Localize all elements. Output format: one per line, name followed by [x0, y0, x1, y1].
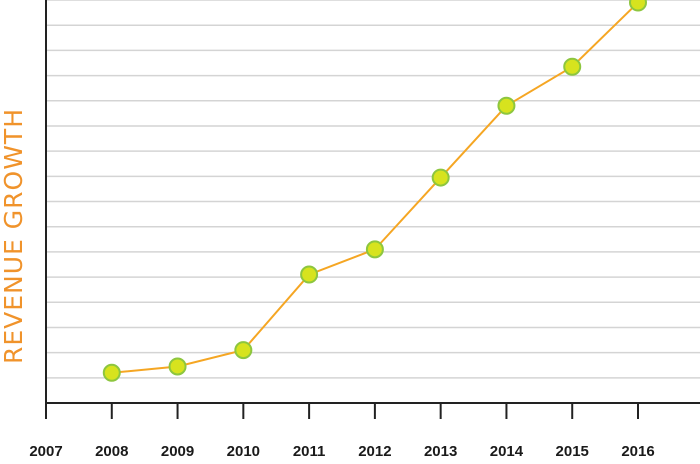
grid-lines	[46, 0, 700, 379]
data-point	[431, 168, 450, 187]
data-points	[102, 0, 647, 382]
data-point	[300, 265, 319, 284]
x-tick-label: 2010	[227, 443, 260, 460]
x-tick-label: 2007	[29, 443, 62, 460]
data-point	[168, 357, 187, 376]
data-point	[102, 363, 121, 382]
data-point	[629, 0, 647, 12]
data-point	[563, 57, 582, 76]
x-tick-label: 2012	[358, 443, 391, 460]
data-point	[497, 96, 516, 115]
x-tick-label: 2009	[161, 443, 194, 460]
series-line	[111, 1, 639, 374]
x-tick-label: 2013	[424, 443, 457, 460]
x-axis-ticks	[45, 403, 639, 419]
x-tick-label: 2014	[490, 443, 524, 460]
series-line-group	[111, 1, 639, 374]
data-point	[234, 341, 253, 360]
x-axis-tick-labels: 2007 2008 2009 2010 2011 2012 2013 2014 2015 2016	[29, 443, 654, 460]
x-tick-label: 2016	[621, 443, 654, 460]
data-point	[365, 240, 384, 259]
x-tick-label: 2015	[556, 443, 589, 460]
y-axis-title: REVENUE GROWTH	[0, 108, 28, 364]
x-tick-label: 2008	[95, 443, 128, 460]
x-tick-label: 2011	[293, 443, 326, 460]
